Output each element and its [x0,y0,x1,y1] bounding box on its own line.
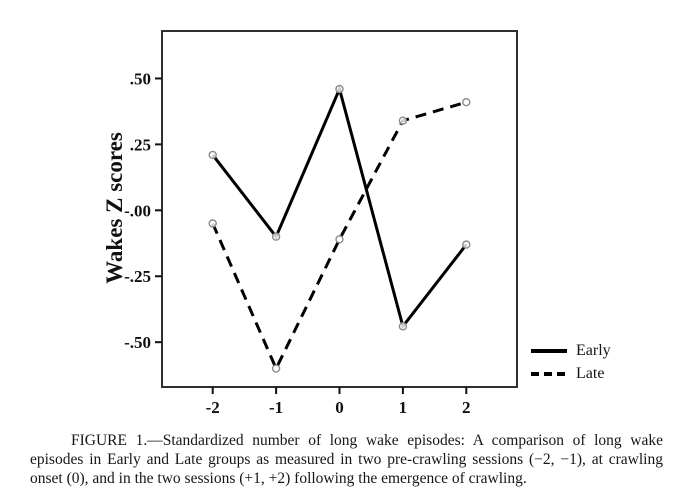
x-tick-label: -1 [269,398,283,417]
series-line-early [211,84,468,330]
data-marker-early-x-2 [208,150,217,160]
series-line-late [211,100,467,373]
data-marker-late-x1 [398,116,408,125]
x-tick-label: 0 [335,398,344,417]
y-tick-label: -.50 [124,333,151,352]
data-marker-late-x0 [335,235,344,244]
y-tick-label: -.25 [124,267,151,286]
late-dashed-line-swatch [531,372,567,376]
y-tick-label: .50 [130,69,151,88]
data-marker-late-x2 [462,97,471,107]
legend-label-late: Late [576,365,605,382]
legend-item-late: Late [531,365,611,383]
data-marker-late-x-2 [208,219,217,228]
chart-legend: Early Late [531,342,611,383]
legend-item-early: Early [531,342,611,360]
line-chart-svg: Wakes Z scores .50 .25 -.00 -.25 -.50 -2 -1 0 1 2 [102,30,518,417]
x-tick-label: -2 [206,398,220,417]
x-tick-label: 2 [462,398,471,417]
data-marker-early-x2 [462,240,471,249]
data-marker-early-x0 [335,84,344,94]
x-tick-label: 1 [399,398,408,417]
y-axis-label: Wakes Z scores [102,132,127,284]
data-marker-early-x-1 [271,232,281,241]
data-marker-late-x-1 [271,364,281,373]
figure-caption: FIGURE 1.—Standardized number of long wa… [30,432,663,487]
early-solid-line-swatch [531,349,567,353]
legend-label-early: Early [576,342,611,359]
plot-frame [161,30,518,388]
y-tick-label: .25 [130,135,151,154]
chart: Wakes Z scores .50 .25 -.00 -.25 -.50 -2 -1 0 1 2 [102,30,518,417]
data-marker-early-x1 [398,322,408,331]
y-tick-label: -.00 [124,201,151,220]
